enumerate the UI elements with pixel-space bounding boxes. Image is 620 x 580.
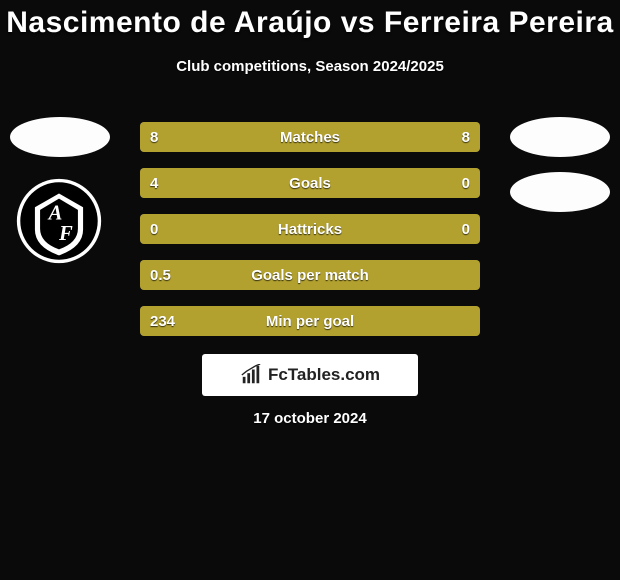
stat-label: Goals per match [140, 260, 480, 290]
stat-label: Hattricks [140, 214, 480, 244]
brand-text: FcTables.com [268, 365, 380, 385]
player2-badge-goals [510, 172, 610, 212]
brand-chart-icon [240, 364, 262, 386]
stat-row: 40Goals [140, 168, 480, 198]
stat-label: Min per goal [140, 306, 480, 336]
player1-badge-matches [10, 117, 110, 157]
player2-badge-matches [510, 117, 610, 157]
stat-row: 234Min per goal [140, 306, 480, 336]
page-title: Nascimento de Araújo vs Ferreira Pereira [0, 0, 620, 40]
svg-text:F: F [58, 223, 73, 245]
page-subtitle: Club competitions, Season 2024/2025 [0, 58, 620, 75]
stat-row: 88Matches [140, 122, 480, 152]
stat-row: 0.5Goals per match [140, 260, 480, 290]
svg-text:A: A [47, 202, 63, 224]
brand-box: FcTables.com [202, 354, 418, 396]
date-text: 17 october 2024 [0, 410, 620, 427]
stat-row: 00Hattricks [140, 214, 480, 244]
stats-rows: 88Matches 40Goals 00Hattricks 0.5Goals per … [140, 122, 480, 352]
stat-label: Goals [140, 168, 480, 198]
club-logo: A F [16, 178, 102, 264]
stat-label: Matches [140, 122, 480, 152]
